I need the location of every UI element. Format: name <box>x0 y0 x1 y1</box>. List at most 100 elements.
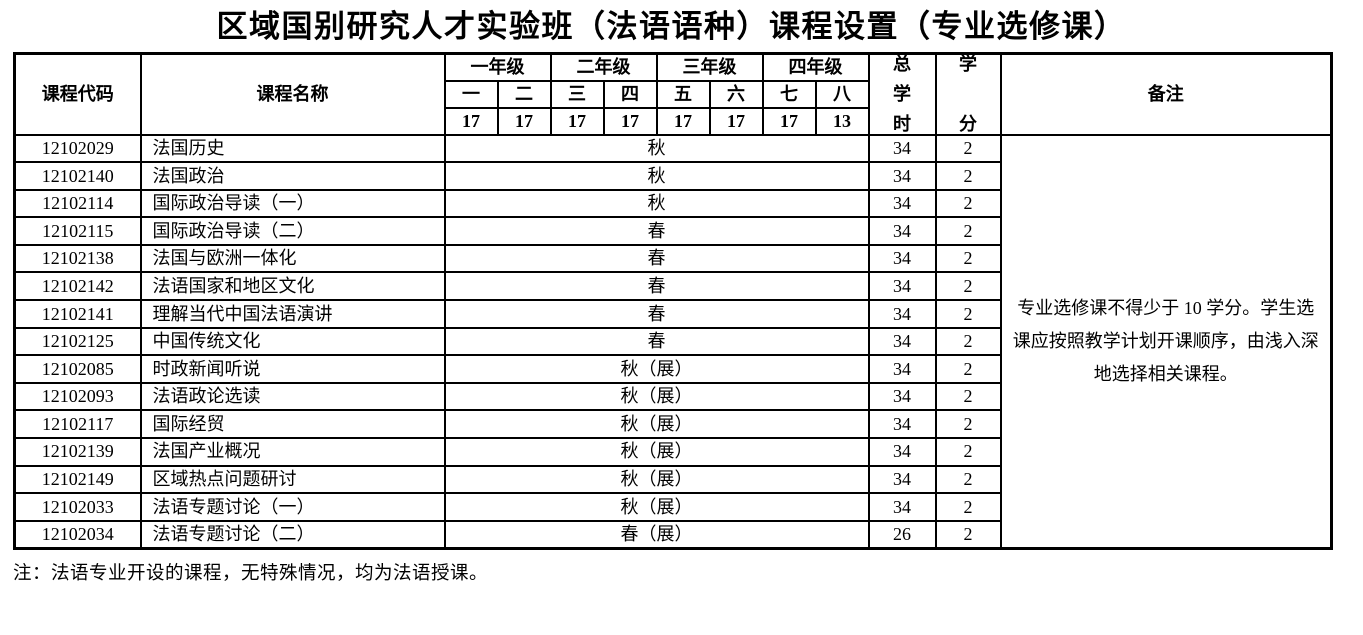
credits-cell: 2 <box>934 492 1002 522</box>
table-row: 12102085 时政新闻听说 秋（展） 34 2 <box>13 354 1332 384</box>
credits-cell: 2 <box>934 519 1002 550</box>
header-grade: 一年级 <box>443 52 552 82</box>
course-name-cell: 法国历史 <box>139 133 446 164</box>
course-name-cell: 法国产业概况 <box>139 437 446 467</box>
table-row: 12102141 理解当代中国法语演讲春 34 2 <box>13 299 1332 329</box>
term-cell: 秋 <box>443 188 870 219</box>
credits-cell: 2 <box>934 271 1002 302</box>
term-cell: 秋（展） <box>443 354 870 384</box>
header-weeks: 17 <box>708 106 764 136</box>
total-hours-cell: 34 <box>867 326 937 357</box>
total-hours-cell: 34 <box>867 409 937 440</box>
header-weeks: 17 <box>443 106 499 136</box>
course-code-cell: 12102149 <box>13 464 142 495</box>
table-row: 12102139 法国产业概况 秋（展） 34 2 <box>13 437 1332 467</box>
total-hours-cell: 34 <box>867 161 937 191</box>
total-hours-cell: 34 <box>867 492 937 522</box>
term-cell: 秋 <box>443 133 870 164</box>
course-code-cell: 12102117 <box>13 409 142 440</box>
term-cell: 春 <box>443 299 870 329</box>
course-name-cell: 区域热点问题研讨 <box>139 464 446 495</box>
course-code-cell: 12102029 <box>13 133 142 164</box>
header-semester: 三 <box>549 79 605 109</box>
term-cell: 春（展） <box>443 519 870 550</box>
vertical-header-char: 总 <box>893 54 911 75</box>
credits-cell: 2 <box>934 188 1002 219</box>
header-weeks: 17 <box>655 106 711 136</box>
term-cell: 春 <box>443 216 870 246</box>
course-name-cell: 时政新闻听说 <box>139 354 446 384</box>
term-cell: 秋（展） <box>443 437 870 467</box>
term-cell: 秋（展） <box>443 492 870 522</box>
course-name-cell: 法语政论选读 <box>139 381 446 412</box>
header-weeks: 17 <box>761 106 817 136</box>
header-weeks: 17 <box>496 106 552 136</box>
credits-cell: 2 <box>934 354 1002 384</box>
header-total-hours: 总学时 <box>867 52 937 136</box>
credits-cell: 2 <box>934 409 1002 440</box>
header-weeks: 17 <box>602 106 658 136</box>
course-code-cell: 12102115 <box>13 216 142 246</box>
table-row: 12102115 国际政治导读（二）春 34 2 <box>13 216 1332 246</box>
course-code-cell: 12102142 <box>13 271 142 302</box>
header-course-name: 课程名称 <box>139 52 446 136</box>
remarks-cell: 专业选修课不得少于 10 学分。学生选课应按照教学计划开课顺序，由浅入深地选择相… <box>999 133 1333 550</box>
credits-cell: 2 <box>934 161 1002 191</box>
header-grade: 二年级 <box>549 52 658 82</box>
credits-cell: 2 <box>934 133 1002 164</box>
table-row: 12102029 法国历史秋 34 2 专业选修课不得少于 10 学分。学生选课应按照教… <box>13 133 1333 550</box>
total-hours-cell: 34 <box>867 299 937 329</box>
total-hours-cell: 34 <box>867 216 937 246</box>
total-hours-cell: 34 <box>867 133 937 164</box>
term-cell: 春 <box>443 271 870 302</box>
course-name-cell: 法语国家和地区文化 <box>139 271 446 302</box>
course-code-cell: 12102093 <box>13 381 142 412</box>
header-remarks: 备注 <box>999 52 1333 136</box>
course-code-cell: 12102085 <box>13 354 142 384</box>
course-code-cell: 12102034 <box>13 519 142 550</box>
course-name-cell: 国际经贸 <box>139 409 446 440</box>
header-semester: 五 <box>655 79 711 109</box>
course-name-cell: 国际政治导读（一） <box>139 188 446 219</box>
term-cell: 秋（展） <box>443 464 870 495</box>
total-hours-cell: 34 <box>867 381 937 412</box>
header-grade: 三年级 <box>655 52 764 82</box>
page-title: 区域国别研究人才实验班（法语语种）课程设置（专业选修课） <box>216 9 1127 44</box>
header-semester: 七 <box>761 79 817 109</box>
credits-cell: 2 <box>934 299 1002 329</box>
header-course-code: 课程代码 <box>13 52 142 136</box>
term-cell: 秋（展） <box>443 381 870 412</box>
table-row: 12102138 法国与欧洲一体化春 34 2 <box>13 243 1332 274</box>
course-name-cell: 法语专题讨论（一） <box>139 492 446 522</box>
course-code-cell: 12102139 <box>13 437 142 467</box>
term-cell: 春 <box>443 243 870 274</box>
total-hours-cell: 34 <box>867 243 937 274</box>
credits-cell: 2 <box>934 381 1002 412</box>
table-row: 12102114 国际政治导读（一）秋 34 2 <box>13 188 1332 219</box>
course-code-cell: 12102138 <box>13 243 142 274</box>
footnote: 注：法语专业开设的课程，无特殊情况，均为法语授课。 <box>13 563 489 584</box>
header-semester: 八 <box>814 79 870 109</box>
table-row: 12102125 中国传统文化春 34 2 <box>13 326 1332 357</box>
course-code-cell: 12102140 <box>13 161 142 191</box>
total-hours-cell: 34 <box>867 464 937 495</box>
total-hours-cell: 34 <box>867 437 937 467</box>
header-weeks: 13 <box>814 106 870 136</box>
header-credits: 学分 <box>934 52 1002 136</box>
vertical-header-char: 时 <box>893 114 911 135</box>
credits-cell: 2 <box>934 216 1002 246</box>
credits-cell: 2 <box>934 437 1002 467</box>
course-code-cell: 12102125 <box>13 326 142 357</box>
table-body: 12102029 法国历史秋 34 2 专业选修课不得少于 10 学分。学生选课应按照教… <box>13 133 1333 550</box>
course-code-cell: 12102033 <box>13 492 142 522</box>
course-name-cell: 法语专题讨论（二） <box>139 519 446 550</box>
vertical-header-char: 学 <box>893 84 911 105</box>
course-code-cell: 12102114 <box>13 188 142 219</box>
total-hours-cell: 34 <box>867 354 937 384</box>
course-name-cell: 法国与欧洲一体化 <box>139 243 446 274</box>
total-hours-cell: 34 <box>867 188 937 219</box>
credits-cell: 2 <box>934 243 1002 274</box>
table-row: 12102149 区域热点问题研讨 秋（展） 34 2 <box>13 464 1332 495</box>
credits-cell: 2 <box>934 464 1002 495</box>
